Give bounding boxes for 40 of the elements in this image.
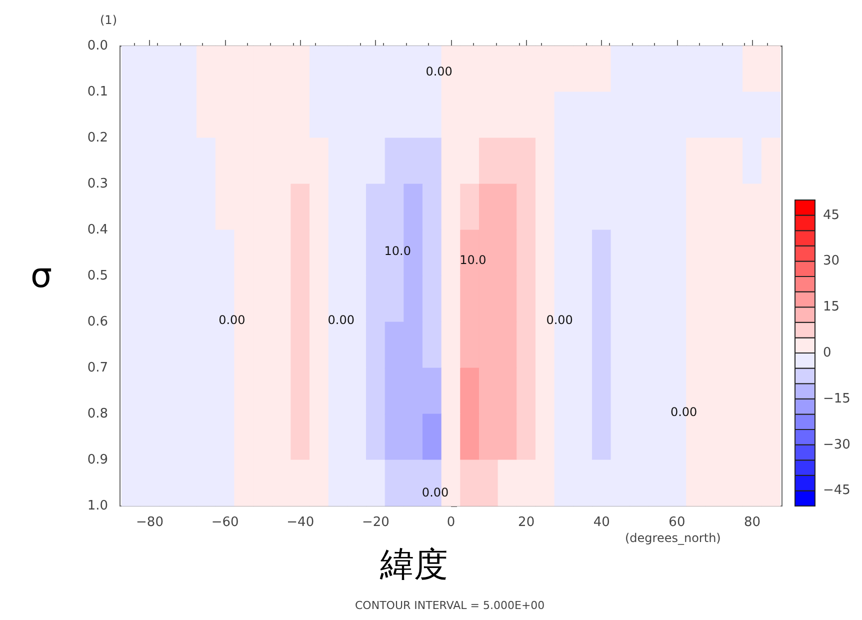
- color-bar-label: −45: [823, 483, 850, 498]
- x-tick-label: 20: [518, 515, 535, 530]
- x-tick-label: −80: [136, 515, 164, 530]
- x-tick-label: 0: [446, 515, 456, 530]
- color-bar-label: −15: [823, 391, 850, 406]
- annotation: 10.0: [384, 244, 411, 258]
- annotation: 0.00: [422, 486, 449, 500]
- x-tick-label: −60: [211, 515, 239, 530]
- x-tick-label: −40: [286, 515, 314, 530]
- color-bar-label: 45: [823, 208, 840, 223]
- x-axis-title: 緯度: [379, 545, 448, 585]
- y-tick-label: 0.1: [87, 84, 108, 100]
- y-tick-label: 0.5: [87, 268, 108, 284]
- annotation: 0.00: [328, 313, 355, 327]
- annotation: 0.00: [546, 313, 573, 327]
- annotation: 0.00: [426, 64, 452, 79]
- annotation: 0.00: [670, 405, 698, 419]
- annotation: 10.0: [460, 253, 486, 268]
- annotation: 0.00: [218, 313, 246, 327]
- x-tick-label: −20: [362, 515, 390, 530]
- y-tick-label: 0.4: [87, 222, 108, 238]
- color-bar-label: −30: [823, 437, 850, 452]
- text: CONTOUR INTERVAL = 5.000E+00: [355, 599, 545, 612]
- y-axis-title: σ: [30, 256, 52, 296]
- x-tick-label: 40: [593, 515, 610, 530]
- color-bar-label: 30: [823, 254, 840, 269]
- y-tick-label: 0.3: [87, 176, 108, 192]
- x-tick-label: 80: [744, 515, 761, 530]
- y-tick-label: 1.0: [87, 498, 108, 514]
- y-tick-label: 0.0: [87, 38, 108, 54]
- x-tick-label: 60: [668, 515, 686, 530]
- text: (degrees_north): [625, 531, 721, 545]
- y-tick-label: 0.8: [87, 406, 108, 422]
- text: (1): [100, 13, 117, 27]
- color-bar-label: 15: [823, 300, 840, 315]
- color-bar-label: 0: [823, 346, 832, 360]
- y-tick-label: 0.9: [87, 452, 108, 468]
- y-tick-label: 0.6: [87, 314, 108, 330]
- y-tick-label: 0.2: [87, 130, 108, 146]
- y-tick-label: 0.7: [87, 360, 108, 376]
